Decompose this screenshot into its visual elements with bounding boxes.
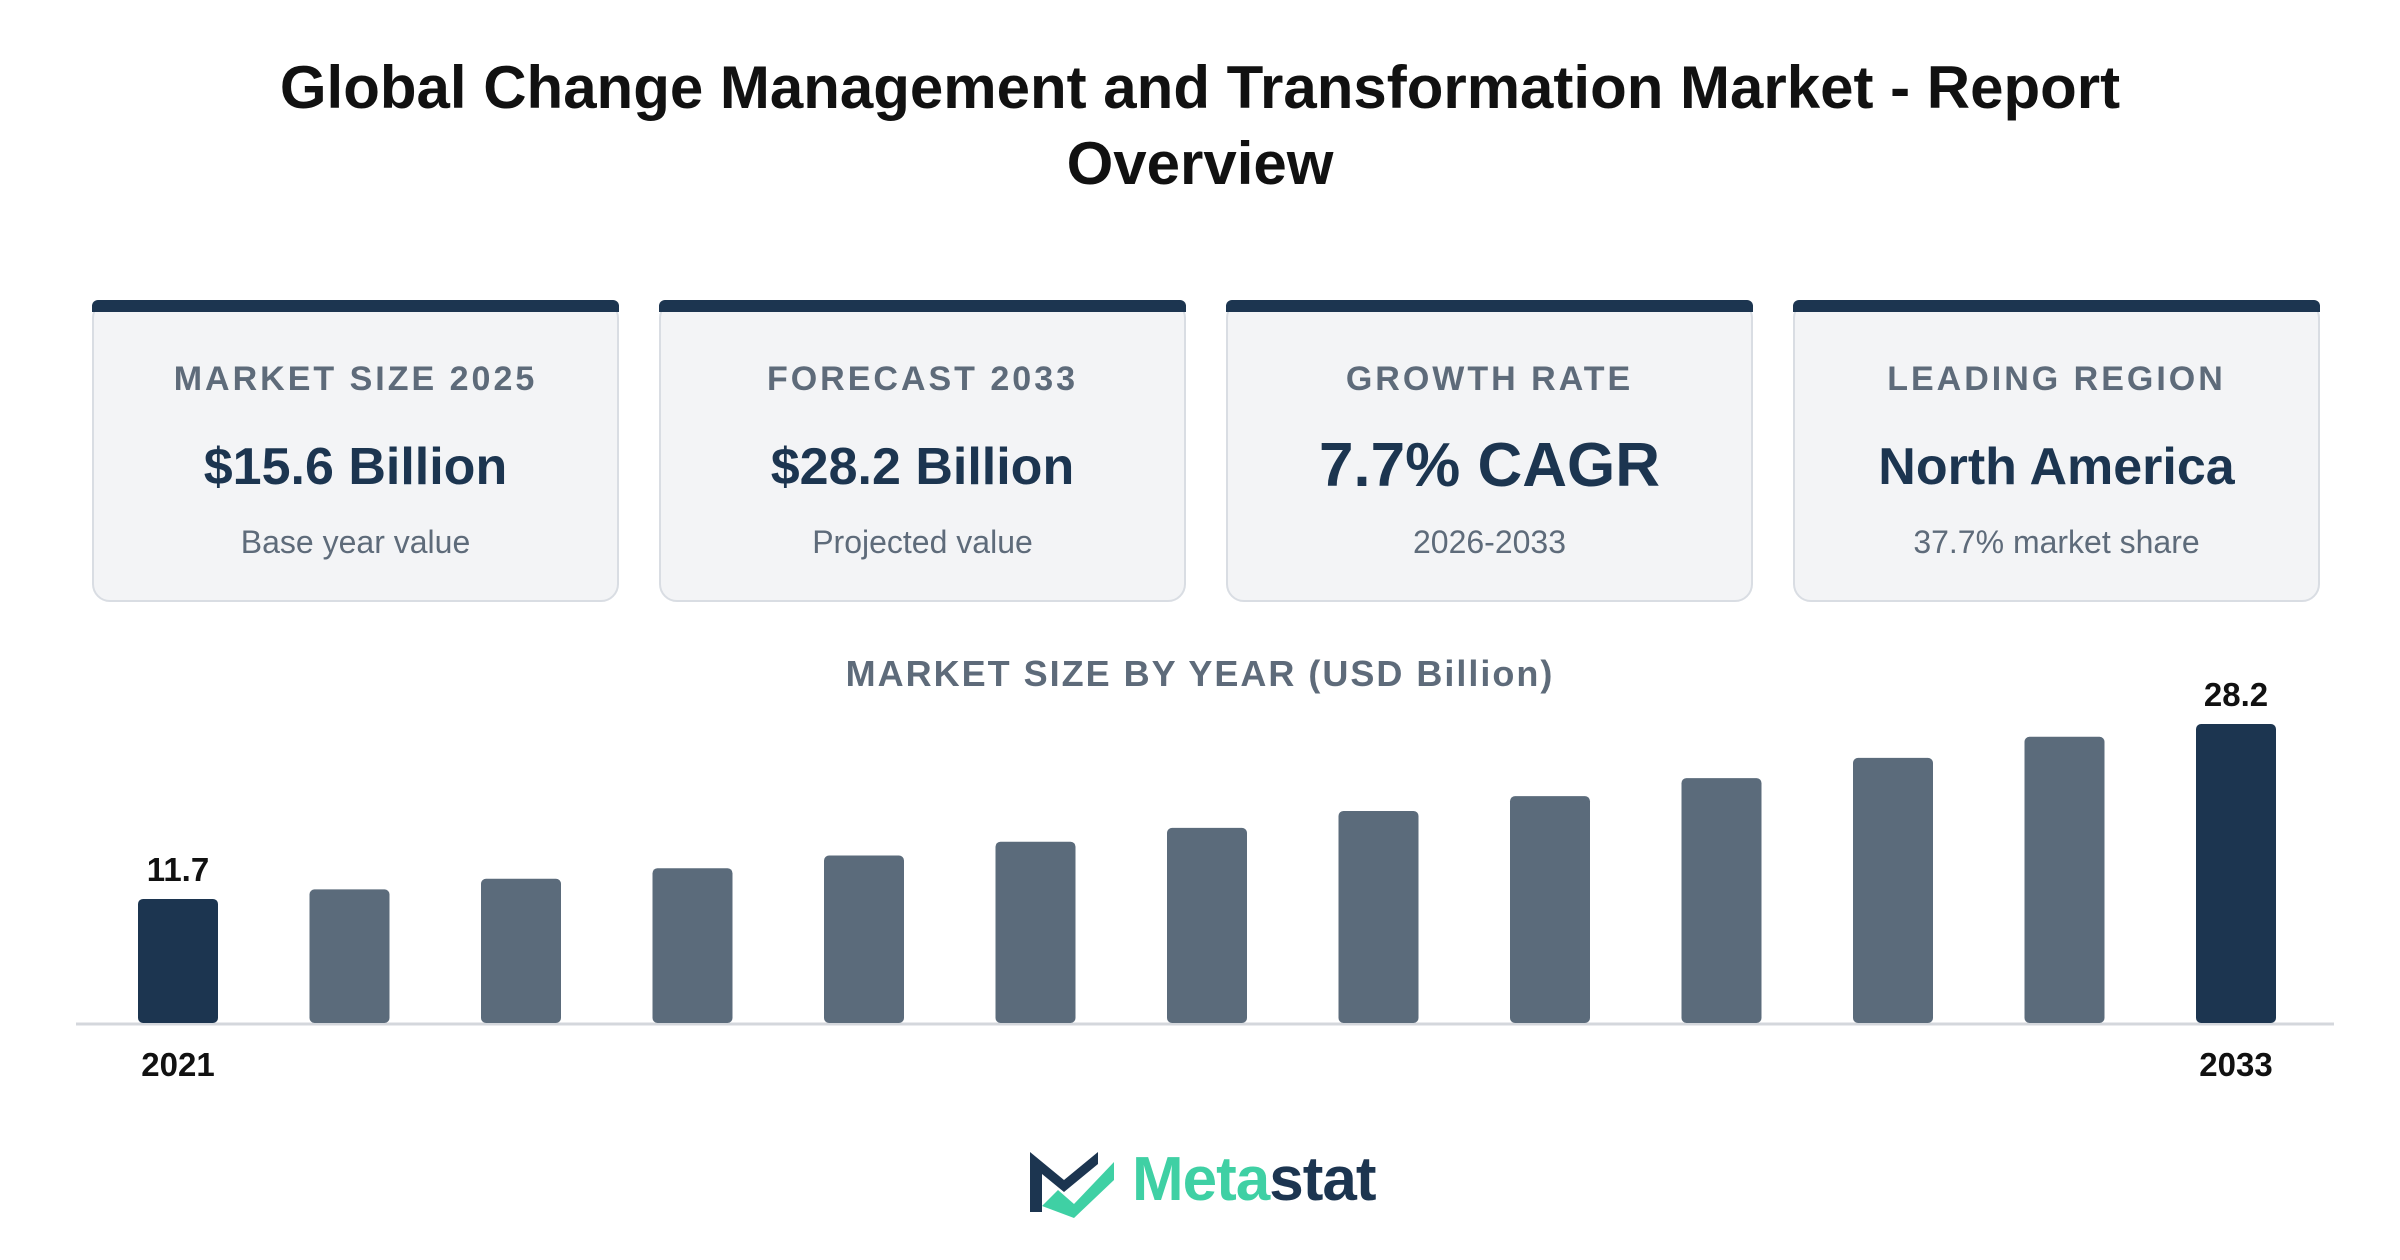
metastat-logo-text: Metastat [1132,1144,1377,1216]
card-value: 7.7% CAGR [1318,431,1661,500]
x-tick-label-2021: 2021 [141,1046,214,1083]
metastat-logo-icon [1030,1152,1114,1218]
data-label-2021: 11.7 [147,851,209,888]
bar-2029 [1510,796,1590,1023]
bar-2025 [824,855,904,1023]
card-accent-bar [1793,300,2320,312]
bar-2030 [1681,778,1762,1023]
card-subtext: 2026-2033 [1412,524,1567,560]
bar-2033 [2196,724,2276,1023]
card-subtext: Projected value [812,524,1033,560]
x-tick-label-2033: 2033 [2199,1046,2272,1083]
logo-text-part1: Meta [1132,1145,1270,1214]
card-value: North America [1878,438,2235,496]
page-title: Global Change Management and Transformat… [279,54,2121,197]
logo-text-part2: stat [1269,1145,1376,1214]
stat-card-leading-region: LEADING REGION North America 37.7% marke… [1793,300,2320,602]
card-value: $28.2 Billion [770,438,1075,496]
stat-card-market-size: MARKET SIZE 2025 $15.6 Billion Base year… [92,300,619,602]
card-label: MARKET SIZE 2025 [173,360,538,398]
metastat-logo: Metastat [1028,1140,1398,1220]
bar-2026 [995,841,1076,1023]
bar-2024 [652,868,733,1023]
card-subtext: 37.7% market share [1913,524,2200,560]
bar-2021 [138,898,218,1023]
bar-2031 [1853,757,1933,1023]
stat-card-growth-rate: GROWTH RATE 7.7% CAGR 2026-2033 [1226,300,1753,602]
bar-2032 [2024,736,2105,1023]
bar-2028 [1338,810,1419,1023]
chart-title: MARKET SIZE BY YEAR (USD Billion) [845,653,1555,694]
stat-card-forecast: FORECAST 2033 $28.2 Billion Projected va… [659,300,1186,602]
card-accent-bar [659,300,1186,312]
bar-2023 [481,878,561,1023]
card-value: $15.6 Billion [203,438,508,496]
card-label: FORECAST 2033 [766,360,1079,398]
card-label: GROWTH RATE [1345,360,1634,398]
bar-2022 [309,889,390,1023]
data-label-2033: 28.2 [2204,676,2268,713]
card-accent-bar [92,300,619,312]
bar-2027 [1167,827,1247,1023]
card-subtext: Base year value [240,524,471,560]
card-accent-bar [1226,300,1753,312]
card-label: LEADING REGION [1887,360,2226,398]
